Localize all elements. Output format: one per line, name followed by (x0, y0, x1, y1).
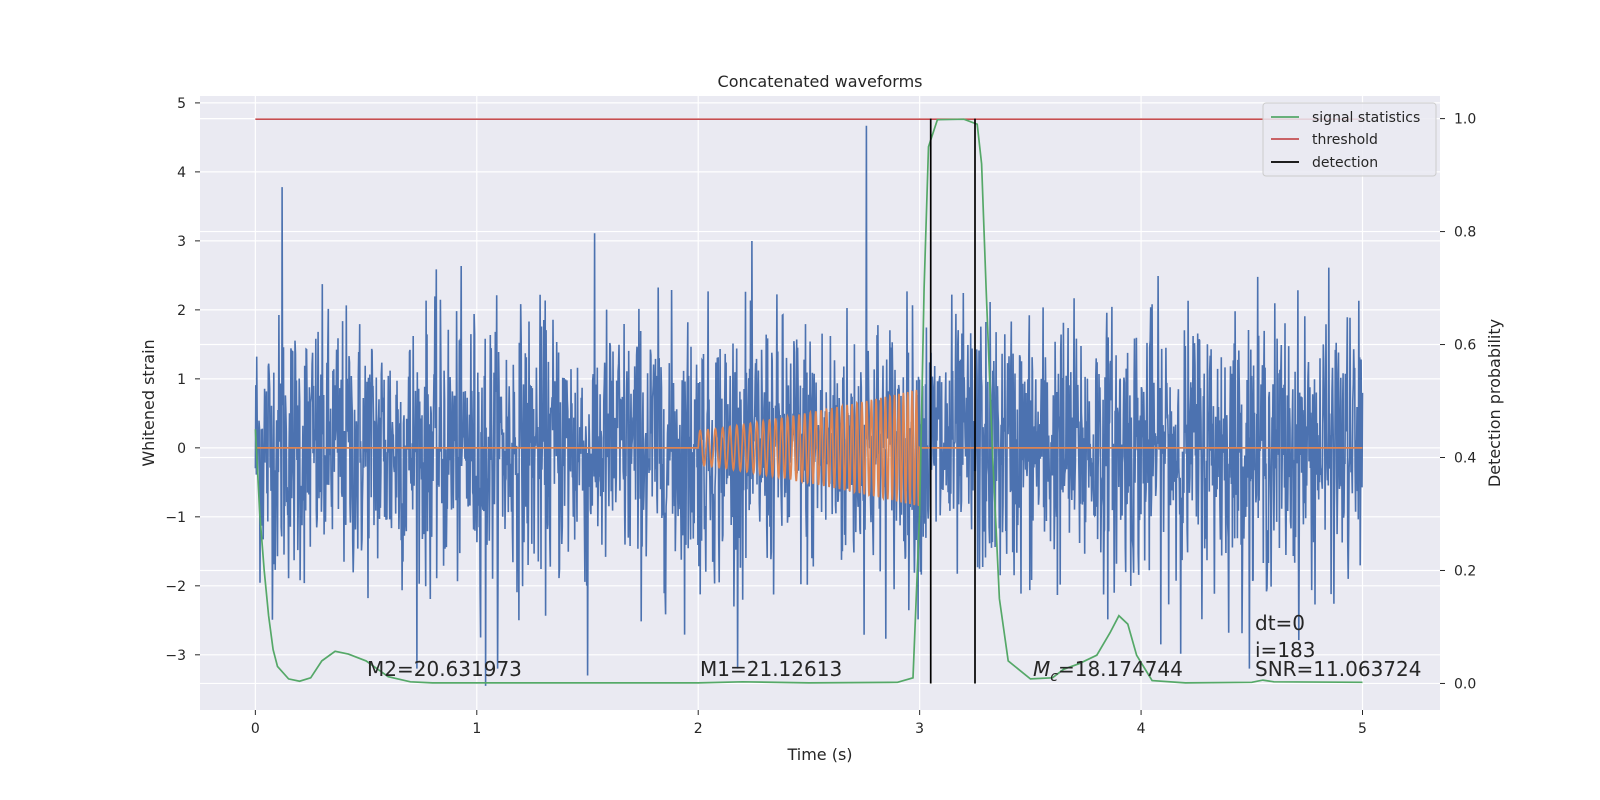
y-tick-label: 0 (177, 441, 186, 457)
y2-tick-label: 0.0 (1454, 676, 1476, 692)
y-tick-label: −1 (165, 510, 186, 526)
y-tick-label: −2 (165, 579, 186, 595)
ticks: 0 1 2 3 4 5 −3 −2 −1 0 1 2 3 4 5 0.0 0.2 0.4 0.6 0.8 1.0 (165, 96, 1476, 737)
y-tick-label: 5 (177, 96, 186, 112)
y-tick-label: −3 (165, 648, 186, 664)
y-tick-label: 1 (177, 372, 186, 388)
x-tick-label: 4 (1137, 721, 1146, 737)
x-tick-label: 5 (1358, 721, 1367, 737)
annotation-mc-symbol: M (1033, 657, 1050, 681)
x-axis-label: Time (s) (786, 745, 852, 764)
y-tick-label: 3 (177, 234, 186, 250)
annotation-mc-value: =18.174744 (1058, 657, 1183, 681)
y-tick-label: 2 (177, 303, 186, 319)
x-tick-label: 0 (251, 721, 260, 737)
annotation-dt: dt=0 (1255, 611, 1305, 635)
legend-label-threshold: threshold (1312, 132, 1378, 148)
legend-label-signal-statistics: signal statistics (1312, 110, 1420, 126)
y-tick-label: 4 (177, 165, 186, 181)
annotation-snr: SNR=11.063724 (1255, 657, 1421, 681)
annotation-m2: M2=20.631973 (367, 657, 522, 681)
legend: signal statistics threshold detection (1262, 102, 1437, 177)
legend-label-detection: detection (1312, 155, 1378, 171)
signal-statistics-series (254, 118, 1363, 684)
x-tick-label: 2 (694, 721, 703, 737)
y2-tick-label: 1.0 (1454, 112, 1476, 128)
x-tick-label: 1 (472, 721, 481, 737)
y2-tick-label: 0.4 (1454, 451, 1476, 467)
data-layer (254, 118, 1364, 686)
detection-lines (929, 118, 976, 684)
legend-box (1262, 102, 1437, 177)
annotation-i: i=183 (1255, 638, 1316, 662)
y2-axis-label: Detection probability (1485, 319, 1504, 487)
y2-tick-label: 0.8 (1454, 225, 1476, 241)
y-axis-label: Whitened strain (139, 339, 158, 466)
chart-title: Concatenated waveforms (718, 72, 923, 91)
x-tick-label: 3 (915, 721, 924, 737)
annotation-m1: M1=21.12613 (700, 657, 842, 681)
template-series (255, 389, 1363, 506)
annotation-mc-subscript: c (1050, 669, 1058, 685)
y2-tick-label: 0.6 (1454, 338, 1476, 354)
annotation-mc: Mc=18.174744 (1033, 657, 1183, 685)
y2-tick-label: 0.2 (1454, 563, 1476, 579)
